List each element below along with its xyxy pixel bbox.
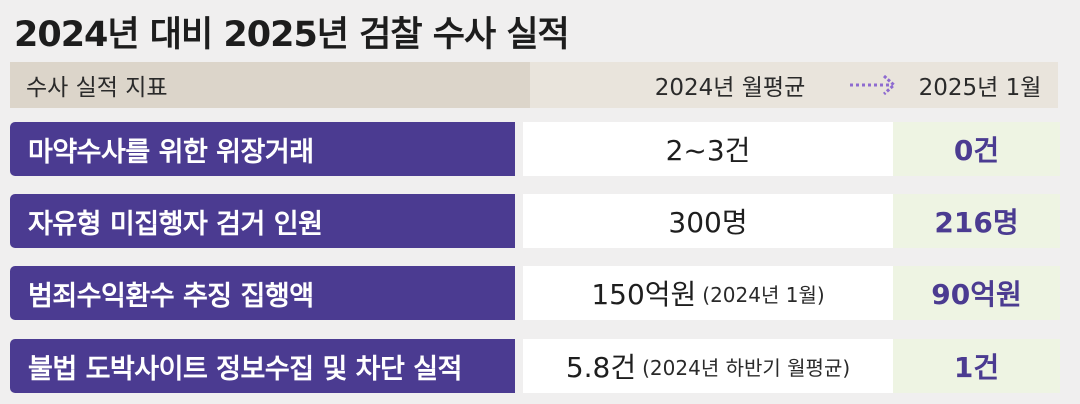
header-indicator: 수사 실적 지표 [10, 62, 530, 108]
value-2025: 216명 [893, 194, 1060, 248]
value-2024: 300명 [668, 206, 748, 239]
row-label: 마약수사를 위한 위장거래 [10, 122, 515, 176]
table-header: 수사 실적 지표 2024년 월평균 2025년 1월 [10, 62, 1058, 108]
value-2024-note: (2024년 하반기 월평균) [642, 355, 851, 380]
value-2024-cell: 150억원 (2024년 1월) [523, 266, 893, 320]
value-2024-cell: 5.8건 (2024년 하반기 월평균) [523, 339, 893, 393]
dotted-arrow-icon [850, 74, 897, 96]
value-2025: 90억원 [893, 266, 1060, 320]
value-2024: 2~3건 [665, 134, 751, 167]
header-2024-monthly-avg: 2024년 월평균 [654, 75, 806, 101]
value-2025: 0건 [893, 122, 1060, 176]
table-row: 자유형 미집행자 검거 인원 300명 216명 [10, 194, 1060, 248]
value-2024-cell: 2~3건 [523, 122, 893, 176]
page-title: 2024년 대비 2025년 검찰 수사 실적 [14, 15, 570, 55]
value-2025: 1건 [893, 339, 1060, 393]
value-2024: 150억원 [591, 278, 697, 311]
table-row: 불법 도박사이트 정보수집 및 차단 실적 5.8건 (2024년 하반기 월평… [10, 339, 1060, 393]
row-label: 불법 도박사이트 정보수집 및 차단 실적 [10, 339, 515, 393]
row-label: 자유형 미집행자 검거 인원 [10, 194, 515, 248]
value-2024-note: (2024년 1월) [702, 282, 825, 307]
value-2024-cell: 300명 [523, 194, 893, 248]
header-2025-january: 2025년 1월 [918, 75, 1042, 101]
row-label: 범죄수익환수 추징 집행액 [10, 266, 515, 320]
table-row: 마약수사를 위한 위장거래 2~3건 0건 [10, 122, 1060, 176]
table-row: 범죄수익환수 추징 집행액 150억원 (2024년 1월) 90억원 [10, 266, 1060, 320]
value-2024: 5.8건 [565, 351, 637, 384]
header-values: 2024년 월평균 2025년 1월 [530, 62, 1058, 108]
